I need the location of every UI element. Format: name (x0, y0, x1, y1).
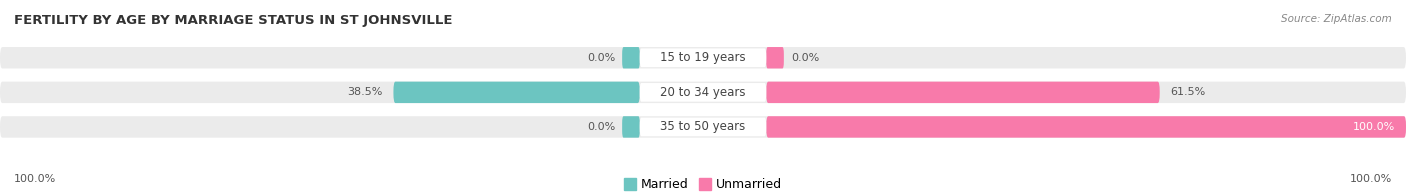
Text: 38.5%: 38.5% (347, 87, 382, 97)
Text: FERTILITY BY AGE BY MARRIAGE STATUS IN ST JOHNSVILLE: FERTILITY BY AGE BY MARRIAGE STATUS IN S… (14, 14, 453, 27)
FancyBboxPatch shape (766, 47, 785, 68)
Text: 15 to 19 years: 15 to 19 years (661, 51, 745, 64)
Text: 0.0%: 0.0% (586, 122, 616, 132)
Text: 100.0%: 100.0% (1353, 122, 1395, 132)
Text: 100.0%: 100.0% (14, 174, 56, 184)
FancyBboxPatch shape (640, 48, 766, 67)
Text: 35 to 50 years: 35 to 50 years (661, 120, 745, 133)
Legend: Married, Unmarried: Married, Unmarried (624, 178, 782, 191)
FancyBboxPatch shape (640, 83, 766, 102)
Text: 100.0%: 100.0% (1350, 174, 1392, 184)
FancyBboxPatch shape (621, 116, 640, 138)
FancyBboxPatch shape (766, 116, 1406, 138)
FancyBboxPatch shape (394, 82, 640, 103)
FancyBboxPatch shape (621, 47, 640, 68)
Text: 61.5%: 61.5% (1170, 87, 1205, 97)
FancyBboxPatch shape (0, 47, 1406, 68)
Text: Source: ZipAtlas.com: Source: ZipAtlas.com (1281, 14, 1392, 24)
Text: 0.0%: 0.0% (790, 53, 820, 63)
FancyBboxPatch shape (0, 82, 1406, 103)
Text: 0.0%: 0.0% (586, 53, 616, 63)
FancyBboxPatch shape (640, 118, 766, 136)
Text: 20 to 34 years: 20 to 34 years (661, 86, 745, 99)
FancyBboxPatch shape (766, 82, 1160, 103)
FancyBboxPatch shape (0, 116, 1406, 138)
